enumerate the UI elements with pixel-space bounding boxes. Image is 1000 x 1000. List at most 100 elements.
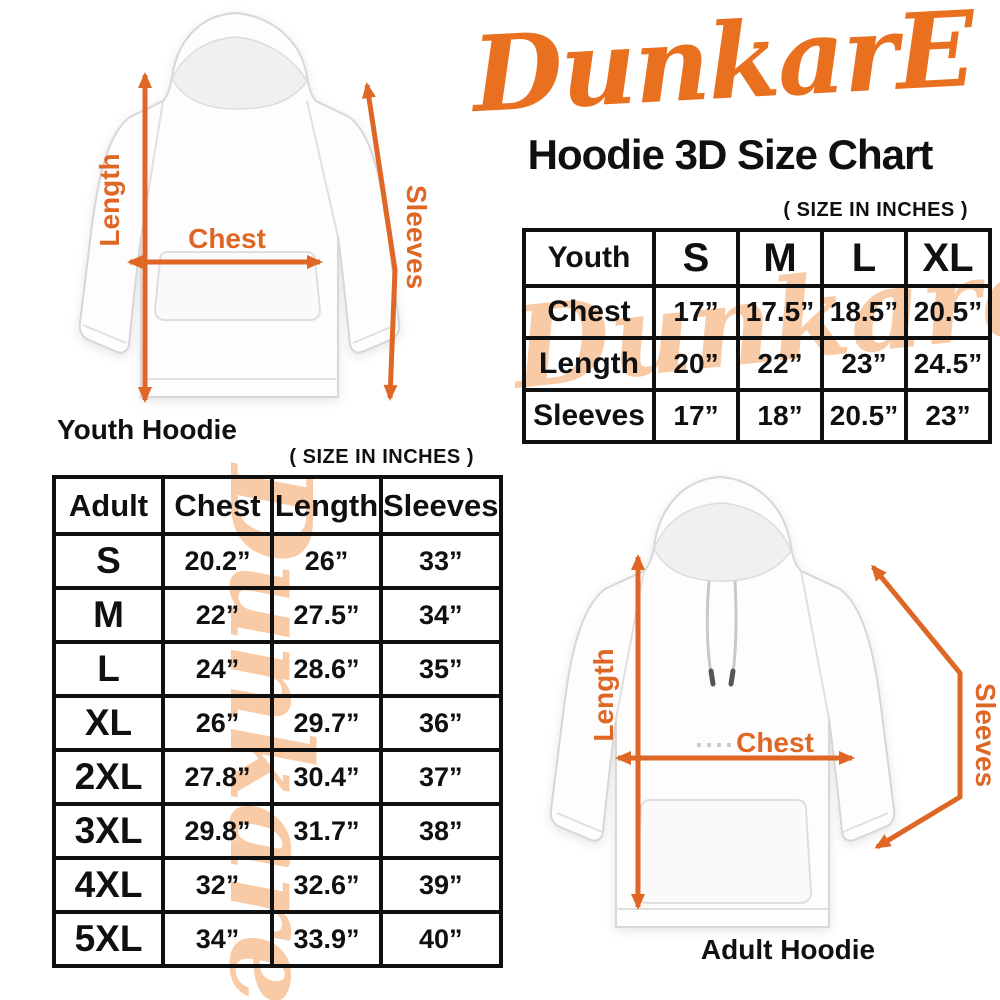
value-cell: 40” [379, 910, 503, 968]
header-cell-s: S [652, 228, 740, 288]
header-cell-youth: Youth [522, 228, 656, 288]
brand-logo-text: DunkarE [466, 2, 979, 132]
adult-size-row-m: M 22” 27.5” 34” [52, 586, 503, 644]
row-label-cell: 5XL [52, 910, 165, 968]
value-cell: 28.6” [270, 640, 383, 698]
row-label-cell: S [52, 532, 165, 590]
adult-size-row-2xl: 2XL 27.8” 30.4” 37” [52, 748, 503, 806]
adult-size-row-s: S 20.2” 26” 33” [52, 532, 503, 590]
adult-size-row-3xl: 3XL 29.8” 31.7” 38” [52, 802, 503, 860]
row-label-cell: L [52, 640, 165, 698]
value-cell: 20.2” [161, 532, 274, 590]
value-cell: 32.6” [270, 856, 383, 914]
adult-table-header-row: Adult Chest Length Sleeves [52, 475, 503, 536]
value-cell: 31.7” [270, 802, 383, 860]
adult-chest-label: Chest [736, 727, 814, 758]
value-cell: 27.5” [270, 586, 383, 644]
header-cell-l: L [820, 228, 908, 288]
youth-table-header-row: Youth S M L XL [522, 228, 992, 288]
row-label-cell: Sleeves [522, 388, 656, 444]
youth-cuff-seam-left [82, 324, 127, 344]
adult-sleeves-arrow [871, 564, 963, 850]
value-cell: 37” [379, 748, 503, 806]
value-cell: 17.5” [736, 284, 824, 340]
header-cell-chest: Chest [161, 475, 274, 536]
adult-size-note: ( SIZE IN INCHES ) [289, 446, 474, 468]
youth-size-note: ( SIZE IN INCHES ) [783, 199, 968, 221]
youth-hoodie-diagram: Length Chest Sleeves [78, 11, 432, 403]
adult-hoodie-caption: Adult Hoodie [700, 934, 876, 965]
adult-kangaroo-pocket [634, 799, 813, 904]
value-cell: 20.5” [904, 284, 992, 340]
value-cell: 17” [652, 284, 740, 340]
header-cell-sleeves: Sleeves [379, 475, 503, 536]
value-cell: 20” [652, 336, 740, 392]
header-cell-xl: XL [904, 228, 992, 288]
value-cell: 18” [736, 388, 824, 444]
adult-drawstring-left [705, 580, 713, 674]
value-cell: 33” [379, 532, 503, 590]
youth-raglan-seam-right [306, 100, 339, 238]
value-cell: 30.4” [270, 748, 383, 806]
value-cell: 38” [379, 802, 503, 860]
header-cell-adult: Adult [52, 475, 165, 536]
value-cell: 18.5” [820, 284, 908, 340]
value-cell: 34” [379, 586, 503, 644]
youth-sleeves-label: Sleeves [401, 185, 432, 289]
value-cell: 22” [161, 586, 274, 644]
value-cell: 26” [161, 694, 274, 752]
row-label-cell: Length [522, 336, 656, 392]
row-label-cell: Chest [522, 284, 656, 340]
youth-hoodie-caption: Youth Hoodie [57, 414, 237, 445]
row-label-cell: XL [52, 694, 165, 752]
adult-hoodie-diagram: Length Chest Sleeves [549, 475, 1000, 928]
value-cell: 34” [161, 910, 274, 968]
value-cell: 36” [379, 694, 503, 752]
youth-chest-row: Chest 17” 17.5” 18.5” 20.5” [522, 284, 992, 340]
adult-hood-opening [653, 502, 792, 582]
page-title: Hoodie 3D Size Chart [527, 131, 934, 178]
value-cell: 39” [379, 856, 503, 914]
row-label-cell: 2XL [52, 748, 165, 806]
value-cell: 23” [820, 336, 908, 392]
youth-hoodie-image [78, 11, 401, 398]
youth-hood-opening [171, 36, 308, 110]
value-cell: 24.5” [904, 336, 992, 392]
value-cell: 22” [736, 336, 824, 392]
header-cell-m: M [736, 228, 824, 288]
youth-sleeves-arrow [362, 82, 398, 401]
value-cell: 35” [379, 640, 503, 698]
youth-length-label: Length [94, 153, 125, 246]
adult-drawstring-aglet-left [708, 668, 716, 687]
value-cell: 33.9” [270, 910, 383, 968]
value-cell: 29.8” [161, 802, 274, 860]
adult-size-row-xl: XL 26” 29.7” 36” [52, 694, 503, 752]
value-cell: 17” [652, 388, 740, 444]
row-label-cell: 4XL [52, 856, 165, 914]
adult-length-label: Length [588, 648, 619, 741]
row-label-cell: 3XL [52, 802, 165, 860]
youth-sleeves-row: Sleeves 17” 18” 20.5” 23” [522, 388, 992, 444]
adult-size-table: Adult Chest Length Sleeves S 20.2” 26” 3… [52, 475, 503, 968]
adult-size-row-l: L 24” 28.6” 35” [52, 640, 503, 698]
value-cell: 29.7” [270, 694, 383, 752]
youth-size-table: Youth S M L XL Chest 17” 17.5” 18.5” 20.… [522, 228, 992, 444]
value-cell: 27.8” [161, 748, 274, 806]
value-cell: 24” [161, 640, 274, 698]
youth-length-row: Length 20” 22” 23” 24.5” [522, 336, 992, 392]
adult-drawstring-aglet-right [728, 668, 736, 687]
value-cell: 32” [161, 856, 274, 914]
adult-size-row-5xl: 5XL 34” 33.9” 40” [52, 910, 503, 968]
value-cell: 23” [904, 388, 992, 444]
brand-logo: DunkarE [466, 2, 979, 132]
adult-size-row-4xl: 4XL 32” 32.6” 39” [52, 856, 503, 914]
adult-cuff-seam-left [556, 812, 603, 833]
header-cell-length: Length [270, 475, 383, 536]
adult-sleeves-label: Sleeves [970, 683, 1000, 787]
row-label-cell: M [52, 586, 165, 644]
adult-drawstring-right [731, 580, 738, 674]
adult-raglan-seam-right [800, 570, 830, 720]
youth-chest-label: Chest [188, 223, 266, 254]
value-cell: 26” [270, 532, 383, 590]
